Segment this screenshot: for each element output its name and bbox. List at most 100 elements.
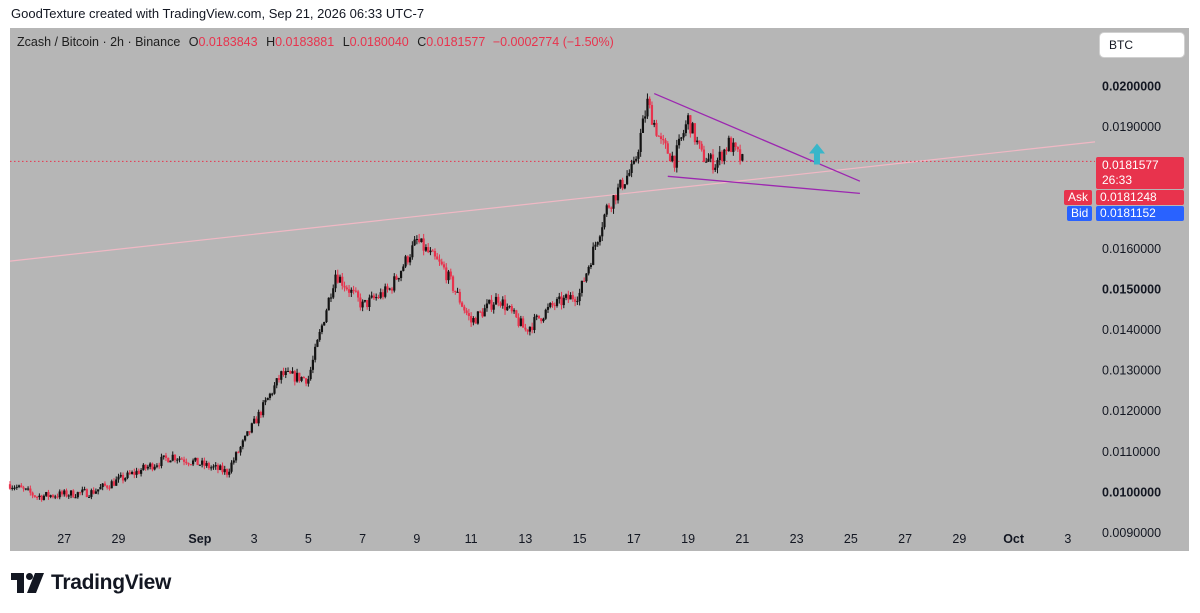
chart-area[interactable]: 0.0090000 0.0100000 0.0110000 0.0120000 0.01… (8, 28, 1189, 551)
symbol-box[interactable]: BTC (1100, 33, 1184, 57)
candle-body (603, 214, 606, 228)
candle-body (447, 271, 450, 281)
candle-body (734, 142, 737, 147)
candle-body (178, 458, 181, 460)
candle-body (616, 187, 620, 201)
candle-body (492, 304, 495, 310)
candle-body (29, 488, 32, 493)
candle-body (632, 160, 635, 164)
candle-body (687, 115, 690, 125)
legend-change: −0.0002774 (−1.50%) (492, 35, 614, 49)
candle-body (327, 297, 330, 311)
candle-body (316, 339, 319, 347)
wedge-upper-line (653, 92, 861, 182)
candle-body (589, 264, 593, 267)
candle-body (406, 256, 409, 263)
candle-body (223, 469, 226, 473)
candle-body (146, 466, 149, 469)
candle-body (176, 459, 179, 461)
candle-body (408, 257, 412, 263)
candle-body (741, 154, 744, 161)
candle-body (596, 242, 599, 245)
candle-body (291, 371, 294, 374)
last-price-tag: 0.0181577 26:33 (1096, 157, 1184, 189)
candle-body (230, 462, 233, 472)
candle-body (56, 496, 59, 498)
candle-body (81, 489, 84, 493)
candle-body (338, 276, 342, 283)
candle-body (429, 250, 432, 253)
candle-body (187, 463, 190, 465)
time-axis-label: 5 (305, 532, 312, 546)
candle-body (375, 297, 378, 299)
legend-low-label: L (342, 35, 350, 49)
candle-body (343, 285, 346, 288)
candle-body (677, 138, 681, 146)
candle-body (144, 464, 147, 469)
candle-body (418, 239, 421, 243)
candle-body (302, 377, 305, 379)
candle-body (664, 140, 667, 144)
legend-symbol[interactable]: Zcash / Bitcoin · 2h · Binance (17, 35, 181, 49)
candle-body (386, 286, 389, 290)
candle-body (630, 163, 633, 173)
candle-body (481, 311, 484, 317)
candle-body (33, 495, 36, 497)
candle-body (128, 472, 131, 474)
candlestick-chart[interactable]: 0.0090000 0.0100000 0.0110000 0.0120000 0.01… (8, 28, 1189, 551)
candle-body (22, 487, 25, 489)
candle-body (411, 245, 414, 258)
candle-body (289, 371, 292, 374)
candle-body (727, 137, 730, 152)
candle-body (515, 310, 518, 318)
candle-body (357, 291, 360, 298)
candle-body (133, 471, 136, 475)
candle-body (510, 306, 513, 312)
candle-body (119, 474, 122, 477)
candle-body (470, 315, 473, 323)
candle-body (268, 393, 272, 398)
candle-body (723, 149, 726, 161)
legend-low-value: 0.0180040 (349, 35, 409, 49)
candle-body (205, 463, 208, 466)
candle-body (88, 496, 91, 498)
candle-body (97, 489, 100, 492)
candle-body (67, 495, 70, 497)
candle-body (332, 288, 335, 298)
candle-body (682, 133, 685, 138)
candle-body (354, 290, 357, 292)
price-axis-label: 0.0150000 (1102, 283, 1161, 297)
candle-body (65, 490, 68, 497)
candle-body (714, 167, 717, 170)
candle-body (51, 495, 55, 498)
up-arrow-icon (808, 143, 825, 165)
candle-body (359, 297, 362, 308)
candle-body (201, 460, 204, 465)
candle-body (635, 158, 638, 161)
candle-body (149, 463, 152, 467)
candle-body (506, 306, 509, 311)
candle-body (720, 151, 724, 161)
candle-body (115, 479, 118, 486)
candle-body (675, 145, 678, 168)
tradingview-logo[interactable]: TradingView (11, 569, 171, 597)
candle-body (574, 299, 577, 302)
candle-body (83, 489, 86, 491)
candle-body (180, 458, 183, 460)
candle-body (58, 491, 61, 498)
candle-body (540, 318, 543, 322)
candle-body (384, 286, 387, 297)
candle-body (13, 487, 16, 489)
price-axis-label: 0.0140000 (1102, 323, 1161, 337)
candle-body (90, 490, 93, 497)
candle-body (101, 483, 104, 488)
candle-body (571, 295, 574, 300)
candle-body (151, 463, 154, 470)
candle-body (8, 484, 12, 489)
candle-body (228, 471, 231, 475)
candle-body (253, 418, 256, 424)
candle-body (739, 149, 742, 161)
candle-body (494, 296, 498, 305)
time-axis-label: 17 (627, 532, 641, 546)
candle-body (311, 359, 314, 370)
